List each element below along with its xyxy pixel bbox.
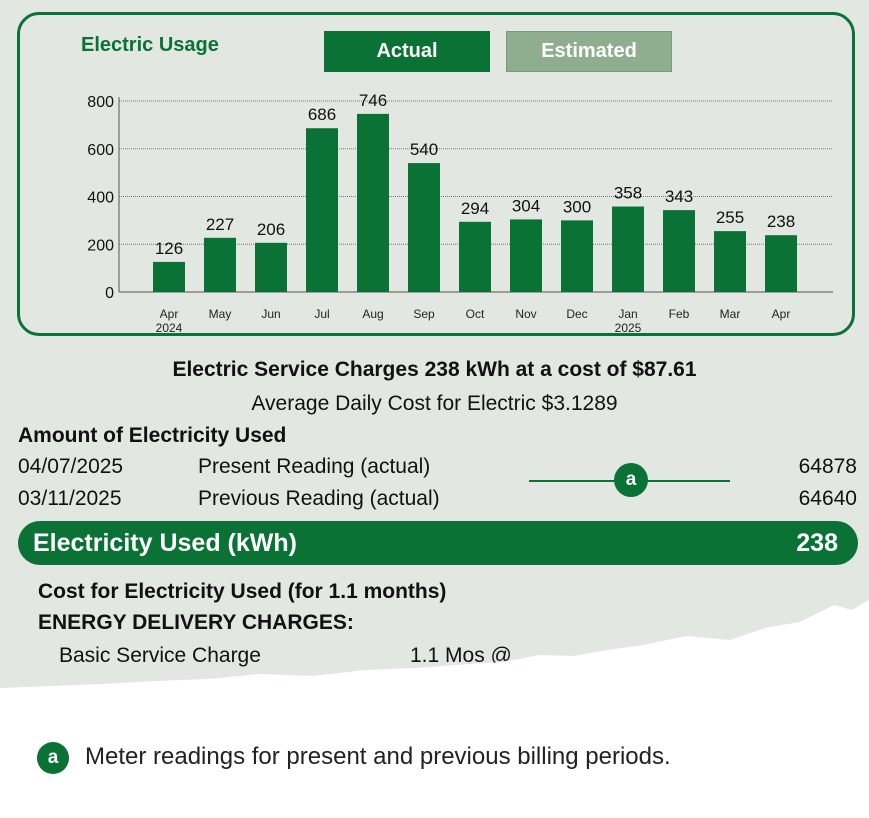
bar-value-label: 126 <box>155 239 183 258</box>
x-tick-label: Nov <box>515 307 536 321</box>
callout-marker: a <box>614 463 648 497</box>
previous-reading-value: 64640 <box>798 487 857 510</box>
amount-used-heading: Amount of Electricity Used <box>18 424 287 447</box>
present-reading-row: 04/07/2025 Present Reading (actual) 6487… <box>0 455 869 481</box>
x-tick-label: Apr <box>160 307 179 321</box>
electricity-used-value: 238 <box>796 529 838 557</box>
chart-title: Electric Usage <box>81 34 219 56</box>
previous-reading-row: 03/11/2025 Previous Reading (actual) 646… <box>0 487 869 513</box>
bar <box>459 221 491 292</box>
electricity-used-label: Electricity Used (kWh) <box>33 529 297 557</box>
bill-paper: Electric Usage Actual Estimated 0 200 400 6… <box>0 0 869 688</box>
present-reading-label: Present Reading (actual) <box>198 455 431 478</box>
y-tick-label: 0 <box>105 285 114 302</box>
footnote-marker: a <box>37 742 69 774</box>
delivery-charges-heading: ENERGY DELIVERY CHARGES: <box>38 611 354 634</box>
bar <box>714 231 746 292</box>
x-tick-label: Oct <box>466 307 485 321</box>
bar-value-label: 206 <box>257 220 285 239</box>
x-tick-label: Jan <box>618 307 637 321</box>
bar <box>663 210 695 292</box>
bar-value-label: 540 <box>410 140 438 159</box>
bar <box>510 219 542 292</box>
legend-estimated: Estimated <box>506 31 672 72</box>
bar-value-label: 294 <box>461 199 489 218</box>
present-reading-value: 64878 <box>798 455 857 478</box>
bar-value-label: 255 <box>716 208 744 227</box>
y-tick-label: 600 <box>87 142 114 159</box>
x-tick-label: Sep <box>413 307 435 321</box>
y-tick-label: 200 <box>87 237 114 254</box>
x-tick-label: Aug <box>362 307 383 321</box>
previous-reading-label: Previous Reading (actual) <box>198 487 440 510</box>
bar-value-label: 358 <box>614 184 642 203</box>
legend-actual: Actual <box>324 31 490 72</box>
x-tick-label: Jul <box>314 307 329 321</box>
bar-value-label: 238 <box>767 212 795 231</box>
x-tick-label: Mar <box>720 307 741 321</box>
electricity-used-bar: Electricity Used (kWh) 238 <box>18 521 858 565</box>
bar-value-label: 686 <box>308 105 336 124</box>
bar <box>153 261 185 292</box>
cost-heading: Cost for Electricity Used (for 1.1 month… <box>38 580 447 603</box>
average-daily-cost: Average Daily Cost for Electric $3.1289 <box>251 392 618 415</box>
x-tick-label: Feb <box>669 307 690 321</box>
x-tick-label: Apr <box>772 307 791 321</box>
bar-value-label: 304 <box>512 196 540 215</box>
x-tick-label: Dec <box>566 307 587 321</box>
y-tick-label: 400 <box>87 190 114 207</box>
charges-summary: Electric Service Charges 238 kWh at a co… <box>172 358 697 381</box>
bar-value-label: 343 <box>665 187 693 206</box>
y-tick-label: 800 <box>87 94 114 111</box>
x-year-label: 2025 <box>615 321 642 335</box>
previous-reading-date: 03/11/2025 <box>18 487 122 510</box>
bar-value-label: 300 <box>563 197 591 216</box>
bar <box>255 242 287 292</box>
x-year-label: 2024 <box>156 321 183 335</box>
bar <box>357 113 389 292</box>
x-tick-label: May <box>209 307 232 321</box>
footnote-text: Meter readings for present and previous … <box>85 743 671 770</box>
bar <box>306 128 338 292</box>
bar-value-label: 746 <box>359 91 387 110</box>
bar <box>408 163 440 292</box>
basic-service-charge-qty: 1.1 Mos @ <box>410 644 512 667</box>
basic-service-charge-label: Basic Service Charge <box>59 644 261 667</box>
bar <box>561 220 593 292</box>
bar-value-label: 227 <box>206 215 234 234</box>
present-reading-date: 04/07/2025 <box>18 455 124 478</box>
x-tick-label: Jun <box>261 307 280 321</box>
bar <box>204 237 236 292</box>
bar <box>765 235 797 292</box>
bar <box>612 206 644 292</box>
usage-bar-chart: 0200400600800126Apr2024227May206Jun686Ju… <box>87 91 833 335</box>
